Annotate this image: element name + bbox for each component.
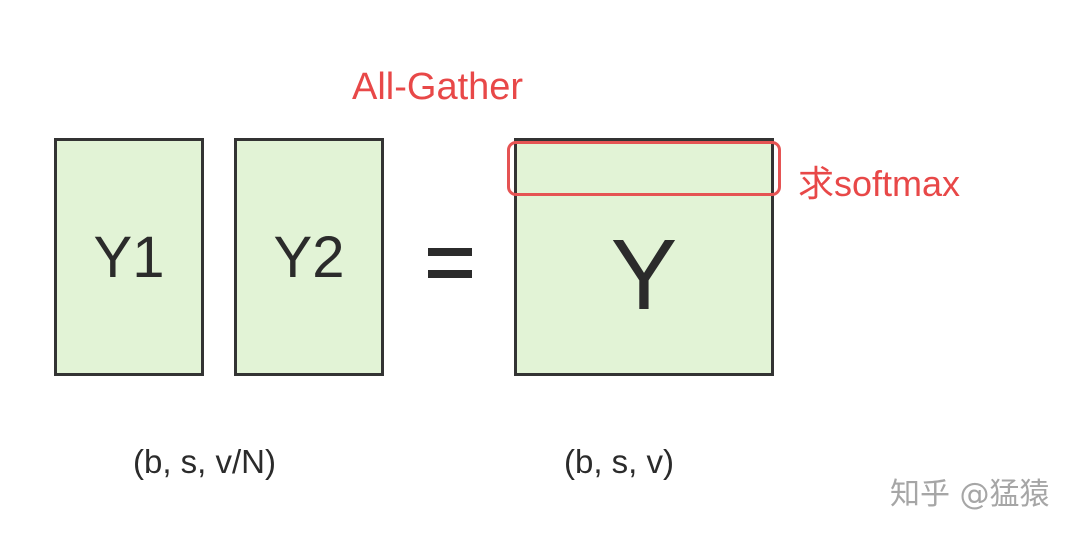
y2-box: Y2 (234, 138, 384, 376)
equals-top-bar (428, 248, 472, 256)
y1-box: Y1 (54, 138, 204, 376)
equals-sign (428, 248, 472, 278)
equals-bottom-bar (428, 270, 472, 278)
all-gather-label: All-Gather (352, 66, 524, 108)
watermark: 知乎 @猛猿 (890, 477, 1050, 512)
input-shape-label: (b, s, v/N) (133, 443, 277, 480)
softmax-row-highlight (507, 141, 781, 196)
softmax-label: 求softmax (798, 163, 961, 204)
output-shape-label: (b, s, v) (564, 443, 675, 480)
y-box: Y (514, 138, 774, 376)
